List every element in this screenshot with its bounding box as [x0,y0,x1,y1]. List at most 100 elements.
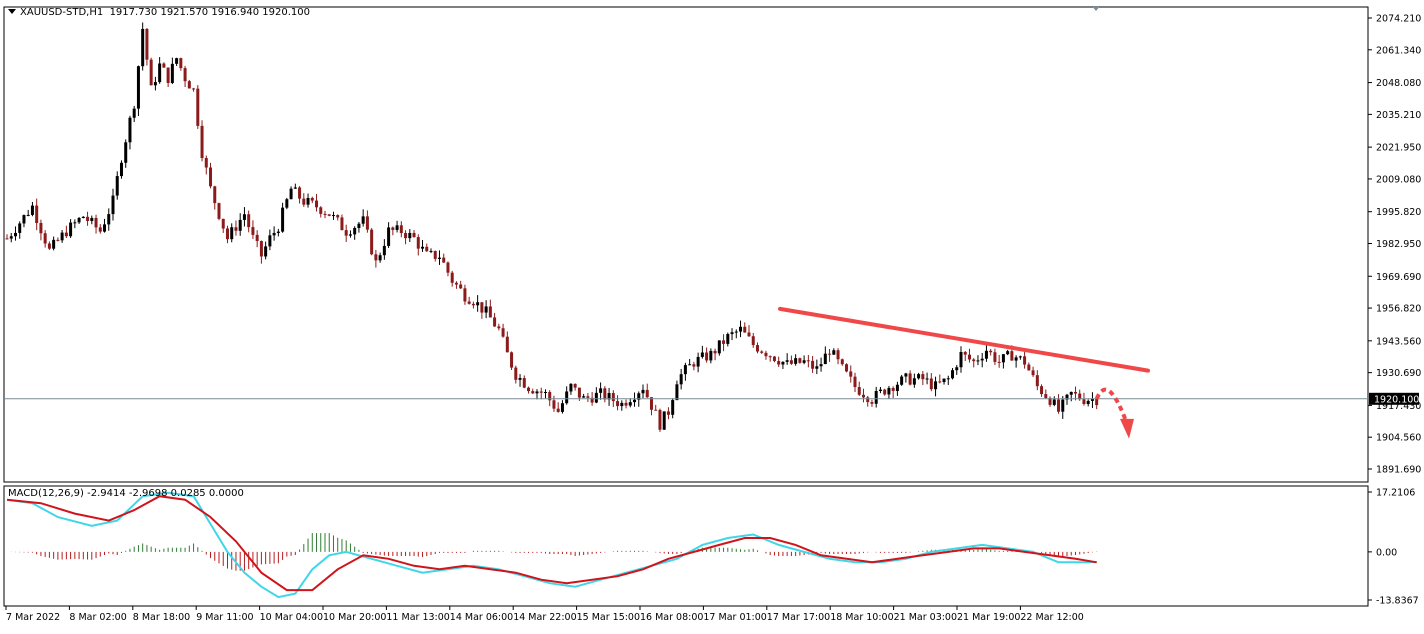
candle-body [9,236,13,239]
candle-body [1086,400,1090,404]
x-tick-label: 18 Mar 10:00 [830,612,893,623]
candle-body [421,246,425,249]
candle-body [382,245,386,256]
candle-body [768,356,772,358]
candle-body [374,254,378,261]
candle-body [976,360,980,362]
candle-body [815,366,819,369]
candle-body [476,302,480,306]
candle-body [823,353,827,365]
candle-body [86,216,90,221]
candle-body [107,214,111,225]
candle-body [548,391,552,401]
candle-body [69,222,73,237]
candle-body [590,397,594,403]
candle-body [39,222,43,234]
candle-body [327,214,331,216]
candle-body [340,217,344,231]
candle-body [951,370,955,379]
candle-body [895,384,899,391]
candle-body [145,28,149,60]
y-tick-label: 2048.080 [1376,78,1421,89]
candle-body [391,227,395,230]
macd-y-tick-label: 17.2106 [1376,488,1415,499]
candle-body [251,227,255,235]
candle-body [255,234,259,242]
candle-body [315,200,319,208]
candle-body [772,356,776,362]
candle-body [917,374,921,379]
candle-body [357,223,361,228]
resistance-trendline [778,306,1150,373]
x-tick-label: 10 Mar 20:00 [323,612,386,623]
candle-body [802,360,806,363]
candle-body [611,393,615,402]
candle-body [281,207,285,232]
candle-body [857,387,861,395]
candle-body [119,162,123,177]
x-tick-label: 8 Mar 18:00 [133,612,190,623]
candle-body [874,391,878,404]
candle-body [1014,357,1018,361]
candle-body [1044,394,1048,398]
candle-body [361,216,365,224]
candle-body [912,378,916,385]
candle-body [353,227,357,235]
candle-body [739,326,743,332]
candle-body [344,230,348,236]
candle-body [242,214,246,220]
candle-body [77,218,81,223]
collapse-triangle-icon[interactable] [8,9,16,14]
candle-body [840,359,844,365]
candle-body [213,186,217,204]
candle-body [845,364,849,372]
x-tick-label: 22 Mar 12:00 [1020,612,1083,623]
candle-body [505,336,509,353]
candle-body [35,205,39,223]
candle-body [543,391,547,393]
candle-body [649,397,653,410]
candle-body [395,225,399,230]
candle-body [132,108,136,118]
candle-body [938,381,942,383]
candle-body [666,411,670,415]
candle-body [891,387,895,391]
candle-body [81,216,85,219]
y-tick-label: 1891.690 [1376,465,1421,476]
candle-body [5,238,9,240]
candle-body [22,215,26,224]
candle-body [306,197,310,205]
candle-body [225,228,229,240]
candle-body [628,402,632,406]
candle-body [1090,398,1094,401]
y-tick-label: 2009.080 [1376,174,1421,185]
candle-body [268,235,272,247]
candle-body [484,306,488,313]
candle-body [594,392,598,403]
candle-body [828,353,832,355]
candle-body [654,409,658,411]
candle-body [47,243,51,249]
candle-body [514,367,518,380]
candle-body [552,400,556,409]
candle-body [26,214,30,216]
candle-body [794,358,798,364]
candle-body [861,394,865,398]
x-tick-label: 15 Mar 15:00 [577,612,640,623]
candle-body [959,351,963,368]
candle-body [247,214,251,228]
candle-body [136,66,140,109]
x-tick-label: 9 Mar 11:00 [196,612,253,623]
candle-body [1040,386,1044,395]
candle-body [743,326,747,333]
candle-body [162,63,166,68]
candle-body [183,68,187,82]
candle-body [658,409,662,430]
candle-body [429,250,433,252]
candle-body [997,361,1001,363]
candle-body [399,225,403,234]
candle-body [522,378,526,388]
candle-body [259,241,263,257]
candle-body [921,374,925,380]
